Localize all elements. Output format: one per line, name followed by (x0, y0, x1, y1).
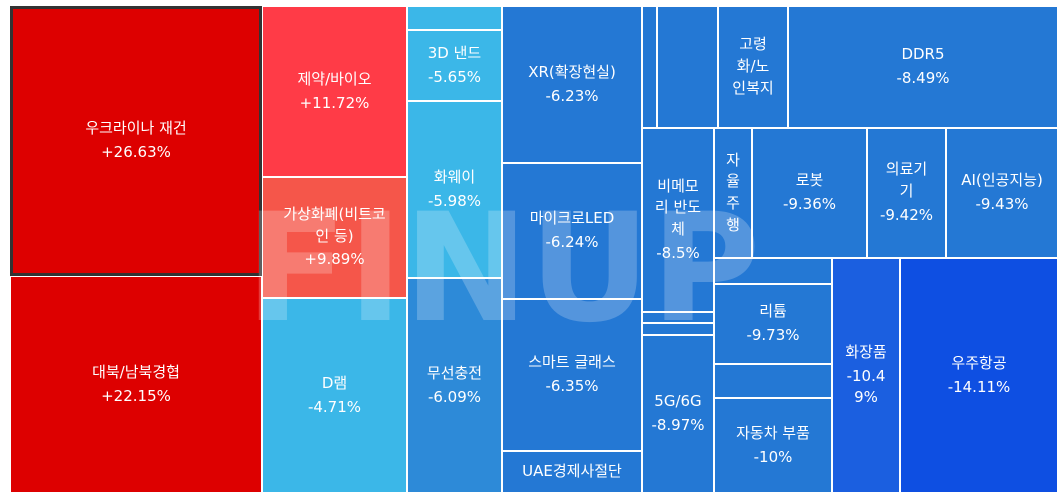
tile-change-value: -6.24% (545, 233, 599, 251)
tile-label: AI(인공지능) (961, 171, 1043, 190)
tile-11[interactable]: 스마트 글래스 -6.35% (502, 299, 642, 451)
tile-26[interactable]: 리튬 -9.73% (714, 284, 832, 364)
tile-29[interactable]: 화장품 -10.4 9% (832, 258, 900, 493)
tile-label: 제약/바이오 (297, 69, 372, 88)
tile-12-uae[interactable]: UAE경제사절단 (502, 451, 642, 493)
tile-change-value: -10% (753, 447, 793, 466)
tile-label: DDR5 (901, 45, 945, 64)
tile-1[interactable]: 대북/남북경협 +22.15% (10, 276, 262, 493)
tile-0[interactable]: 우크라이나 재건 +26.63% (10, 6, 262, 276)
tile-5-unlabeled-1[interactable] (407, 6, 502, 30)
tile-change-value: -5.98% (427, 191, 482, 210)
tile-change-value: -8.5% (656, 243, 700, 262)
tile-16-unlabeled-4[interactable] (642, 312, 714, 323)
tile-14-unlabeled-3[interactable] (657, 6, 718, 128)
tile-change-value: -4.71% (307, 397, 362, 416)
tile-change-value: -6.35% (545, 377, 599, 395)
tile-change-value: -14.11% (947, 377, 1011, 396)
tile-change-value: -6.23% (545, 86, 599, 105)
tile-label: D램 (321, 373, 348, 392)
tile-change-value: -8.97% (651, 416, 705, 434)
tile-19[interactable]: 고령 화/노 인복지 (718, 6, 788, 128)
tile-label: 우주항공 (951, 353, 1007, 372)
tile-change-value: +26.63% (101, 143, 171, 161)
tile-label: 자동차 부품 (736, 423, 810, 442)
tile-change-value: -9.73% (746, 326, 800, 344)
tile-21[interactable]: 자 율 주 행 (714, 128, 752, 258)
tile-change-value: -8.49% (896, 69, 950, 87)
tile-change-value: -9.42% (879, 205, 934, 224)
tile-label: UAE경제사절단 (522, 462, 622, 481)
tile-17-unlabeled-5[interactable] (642, 323, 714, 335)
tile-label: 무선충전 (426, 363, 483, 382)
tile-label: 스마트 글래스 (528, 353, 616, 372)
tile-22[interactable]: 로봇 -9.36% (752, 128, 867, 258)
tile-label: 화장품 (845, 342, 887, 361)
tile-label: 3D 낸드 (427, 43, 482, 62)
tile-label: 5G/6G (654, 392, 702, 411)
tile-label: 고령 화/노 인복지 (732, 35, 774, 97)
tile-20-ddr5[interactable]: DDR5 -8.49% (788, 6, 1058, 128)
tile-change-value: +9.89% (304, 250, 365, 269)
tile-change-value: -5.65% (427, 67, 482, 86)
tile-4-d[interactable]: D램 -4.71% (262, 298, 407, 493)
tile-7[interactable]: 화웨이 -5.98% (407, 101, 502, 278)
tile-13-unlabeled-2[interactable] (642, 6, 657, 128)
tile-27-unlabeled-7[interactable] (714, 364, 832, 398)
tile-28[interactable]: 자동차 부품 -10% (714, 398, 832, 493)
tile-23[interactable]: 의료기 기 -9.42% (867, 128, 946, 258)
tile-6-3d[interactable]: 3D 낸드 -5.65% (407, 30, 502, 101)
tile-18-5g-6g[interactable]: 5G/6G -8.97% (642, 335, 714, 493)
tile-label: XR(확장현실) (528, 62, 616, 81)
tile-change-value: -10.4 9% (846, 366, 886, 407)
tile-3[interactable]: 가상화폐(비트코 인 등) +9.89% (262, 177, 407, 298)
tile-30[interactable]: 우주항공 -14.11% (900, 258, 1058, 493)
tile-2[interactable]: 제약/바이오 +11.72% (262, 6, 407, 177)
tile-label: 우크라이나 재건 (85, 119, 187, 138)
tile-label: 대북/남북경협 (92, 362, 180, 381)
tile-label: 의료기 기 (885, 160, 928, 201)
tile-change-value: -9.36% (782, 195, 837, 213)
tile-label: 마이크로LED (529, 209, 615, 228)
tile-10-led[interactable]: 마이크로LED -6.24% (502, 163, 642, 299)
tile-label: 가상화폐(비트코 인 등) (283, 204, 386, 245)
tile-change-value: -9.43% (975, 195, 1029, 213)
tile-label: 화웨이 (433, 167, 476, 186)
tile-change-value: +11.72% (299, 93, 370, 112)
tile-label: 비메모 리 반도 체 (654, 176, 702, 239)
tile-25-unlabeled-6[interactable] (714, 258, 832, 284)
tile-15[interactable]: 비메모 리 반도 체 -8.5% (642, 128, 714, 312)
tile-9-xr[interactable]: XR(확장현실) -6.23% (502, 6, 642, 163)
tile-change-value: +22.15% (101, 386, 171, 405)
tile-label: 로봇 (795, 171, 824, 190)
tile-change-value: -6.09% (427, 387, 482, 406)
tile-24-ai[interactable]: AI(인공지능) -9.43% (946, 128, 1058, 258)
tile-label: 자 율 주 행 (726, 150, 740, 234)
tile-8[interactable]: 무선충전 -6.09% (407, 278, 502, 493)
tile-label: 리튬 (759, 302, 787, 321)
